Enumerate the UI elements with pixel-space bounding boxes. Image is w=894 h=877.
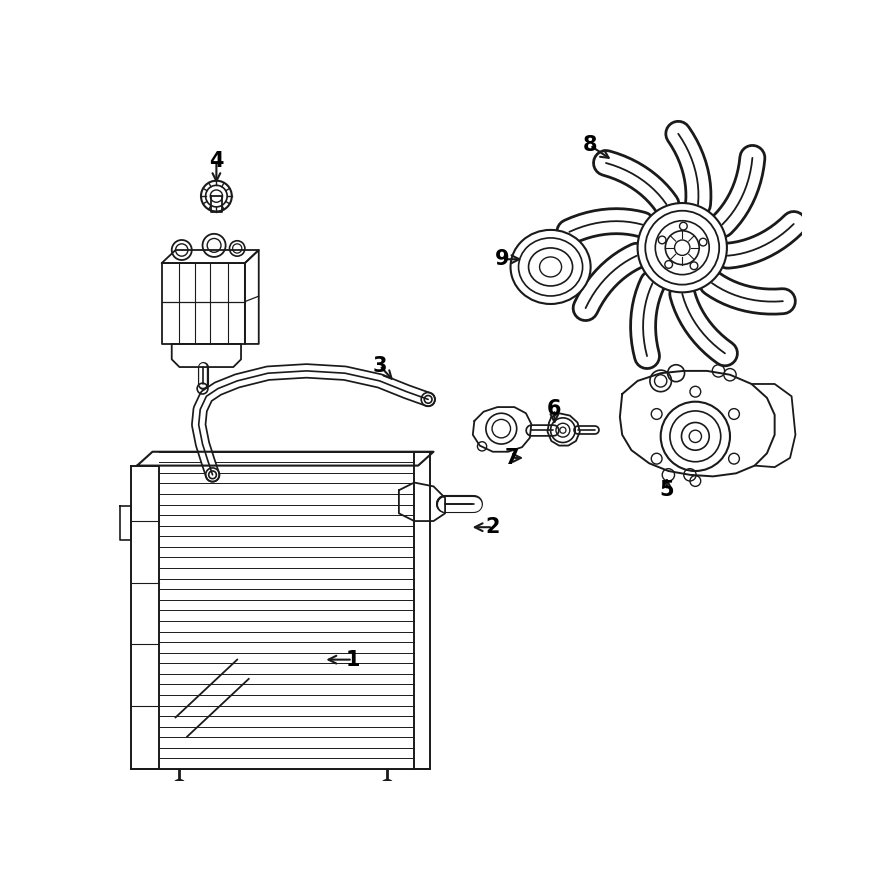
Ellipse shape	[510, 230, 591, 304]
Text: 9: 9	[494, 249, 510, 269]
Text: 7: 7	[505, 448, 519, 468]
Text: 8: 8	[583, 135, 597, 155]
Text: 2: 2	[485, 517, 500, 538]
Text: 3: 3	[373, 355, 387, 375]
Circle shape	[637, 203, 727, 292]
Text: 1: 1	[345, 650, 360, 670]
Text: 5: 5	[660, 481, 674, 500]
Text: 4: 4	[209, 151, 224, 171]
Text: 6: 6	[547, 399, 561, 419]
